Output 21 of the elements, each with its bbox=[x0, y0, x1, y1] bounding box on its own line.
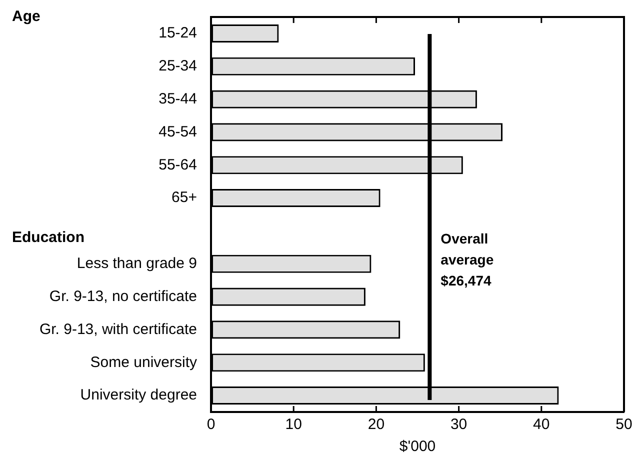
y-tick-label: University degree bbox=[80, 386, 197, 404]
x-tick-label: 10 bbox=[285, 416, 302, 434]
y-tick-label: 65+ bbox=[172, 189, 198, 206]
x-axis-title: $'000 bbox=[399, 438, 436, 456]
x-tick-label: 50 bbox=[616, 416, 632, 434]
text: Age bbox=[12, 8, 40, 26]
y-tick-label: Some university bbox=[90, 354, 198, 371]
x-tick-label: 20 bbox=[368, 416, 385, 434]
y-tick-label: Less than grade 9 bbox=[76, 255, 197, 272]
ref-line-label: Overall average $26,474 bbox=[440, 230, 494, 289]
y-tick-label: 15-24 bbox=[158, 24, 197, 42]
y-tick-label: Gr. 9-13, no certificate bbox=[49, 288, 197, 305]
y-tick-label: 35-44 bbox=[158, 90, 197, 108]
text: Education bbox=[12, 229, 85, 246]
x-tick-label: 40 bbox=[533, 416, 550, 434]
y-tick-label: 25-34 bbox=[158, 58, 197, 75]
x-tick-label: 30 bbox=[450, 416, 468, 434]
y-tick-label: Gr. 9-13, with certificate bbox=[39, 320, 197, 338]
x-tick-label: 0 bbox=[206, 416, 216, 434]
y-tick-label: 45-54 bbox=[158, 123, 197, 140]
y-tick-label: 55-64 bbox=[158, 156, 197, 174]
